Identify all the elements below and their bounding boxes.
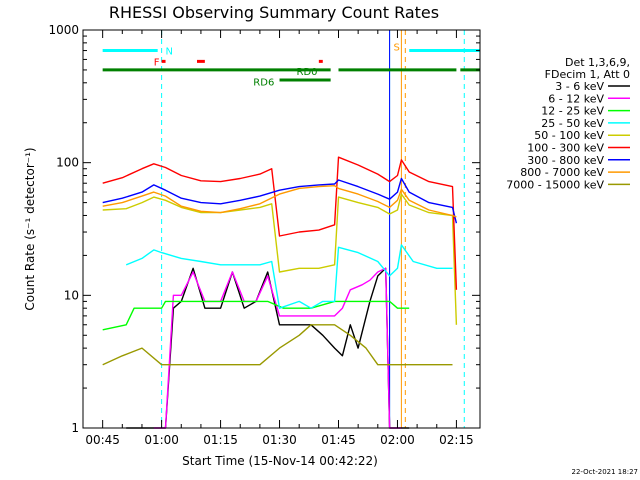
series-line <box>153 267 402 429</box>
x-tick-label: 02:15 <box>439 433 474 447</box>
timestamp: 22-Oct-2021 18:27 <box>572 468 638 476</box>
x-tick-label: 00:45 <box>85 433 120 447</box>
y-tick-label: 1 <box>71 421 79 435</box>
x-axis-ticks: 00:45 01:00 01:15 01:30 01:45 02:00 02:15 <box>85 30 474 447</box>
legend-entry: 7000 - 15000 keV <box>506 178 604 191</box>
legend-entry: 800 - 7000 keV <box>520 166 604 179</box>
legend-entry: 6 - 12 keV <box>548 92 604 105</box>
flag-label: F <box>154 57 160 68</box>
legend-entry: 25 - 50 keV <box>541 117 604 130</box>
legend-entry: 300 - 800 keV <box>527 154 604 167</box>
legend-header: FDecim 1, Att 0 <box>545 68 630 81</box>
flag-bars: N S F RD0 RD6 <box>102 43 480 88</box>
y-tick-label: 10 <box>64 288 79 302</box>
x-axis-label: Start Time (15-Nov-14 00:42:22) <box>182 454 378 468</box>
series-line <box>102 184 457 218</box>
y-axis-label: Count Rate (s⁻¹ detector⁻¹) <box>23 147 37 310</box>
series-line <box>102 156 458 290</box>
x-tick-label: 02:00 <box>380 433 415 447</box>
x-tick-label: 01:15 <box>203 433 238 447</box>
series-line <box>102 324 453 366</box>
legend-entry: 12 - 25 keV <box>541 105 604 118</box>
y-axis-ticks: 1 10 100 1000 <box>48 23 480 435</box>
x-tick-label: 01:30 <box>262 433 297 447</box>
y-tick-label: 100 <box>56 156 79 170</box>
flag-label: RD0 <box>297 67 318 78</box>
x-tick-label: 01:00 <box>144 433 179 447</box>
plot-frame <box>82 29 481 429</box>
series-line <box>102 300 410 331</box>
series-line <box>102 177 458 224</box>
y-tick-label: 1000 <box>48 23 79 37</box>
series-line <box>125 244 453 309</box>
chart-title: RHESSI Observing Summary Count Rates <box>109 3 439 22</box>
legend-entry: 3 - 6 keV <box>555 80 604 93</box>
legend-entry: 50 - 100 keV <box>534 129 604 142</box>
series-line <box>102 193 458 325</box>
flag-label: N <box>166 47 173 58</box>
legend-entry: 100 - 300 keV <box>527 142 604 155</box>
series-lines <box>102 156 458 429</box>
legend-header: Det 1,3,6,9, <box>565 56 630 69</box>
series-line <box>126 267 410 429</box>
flag-label: RD6 <box>253 77 274 88</box>
vertical-markers <box>161 30 465 428</box>
x-tick-label: 01:45 <box>321 433 356 447</box>
flag-label: S <box>394 43 400 54</box>
